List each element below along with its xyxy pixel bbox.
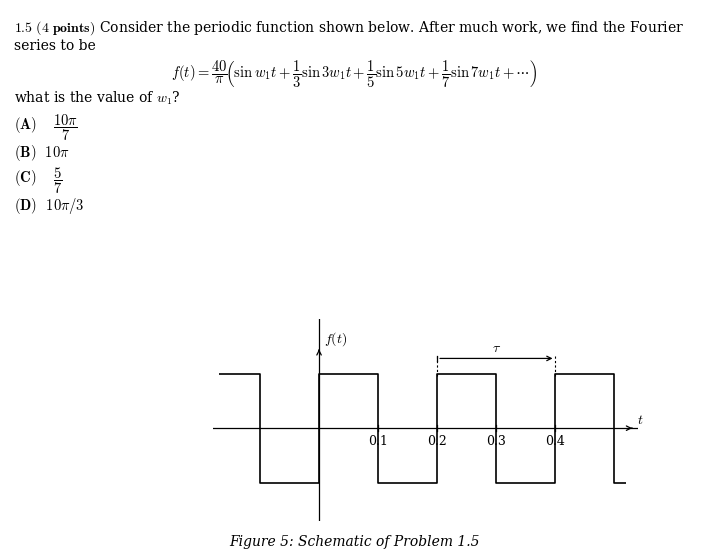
Text: $f(t)$: $f(t)$ [324,330,347,348]
Text: $t$: $t$ [637,413,644,427]
Text: $\mathbf{(A)}$: $\mathbf{(A)}$ [14,115,37,135]
Text: 0.3: 0.3 [486,435,506,448]
Text: series to be: series to be [14,39,96,53]
Text: $\dfrac{5}{7}$: $\dfrac{5}{7}$ [53,165,62,196]
Text: $f(t) = \dfrac{40}{\pi}\!\left(\sin w_1 t + \dfrac{1}{3}\sin 3w_1 t + \dfrac{1}{: $f(t) = \dfrac{40}{\pi}\!\left(\sin w_1 … [172,59,537,90]
Text: what is the value of $w_1$?: what is the value of $w_1$? [14,90,181,107]
Text: $\mathbf{1.5\ (4\ points)}$ Consider the periodic function shown below. After mu: $\mathbf{1.5\ (4\ points)}$ Consider the… [14,20,684,38]
Text: $\dfrac{10\pi}{7}$: $\dfrac{10\pi}{7}$ [53,112,78,143]
Text: $\mathbf{(B)}$  $10\pi$: $\mathbf{(B)}$ $10\pi$ [14,143,70,163]
Text: Figure 5: Schematic of Problem 1.5: Figure 5: Schematic of Problem 1.5 [229,535,480,549]
Text: $\mathbf{(C)}$: $\mathbf{(C)}$ [14,168,37,188]
Text: 0.1: 0.1 [368,435,388,448]
Text: $\mathbf{(D)}$  $10\pi/3$: $\mathbf{(D)}$ $10\pi/3$ [14,196,85,216]
Text: 0.4: 0.4 [545,435,565,448]
Text: $\tau$: $\tau$ [492,340,501,354]
Text: 0.2: 0.2 [428,435,447,448]
